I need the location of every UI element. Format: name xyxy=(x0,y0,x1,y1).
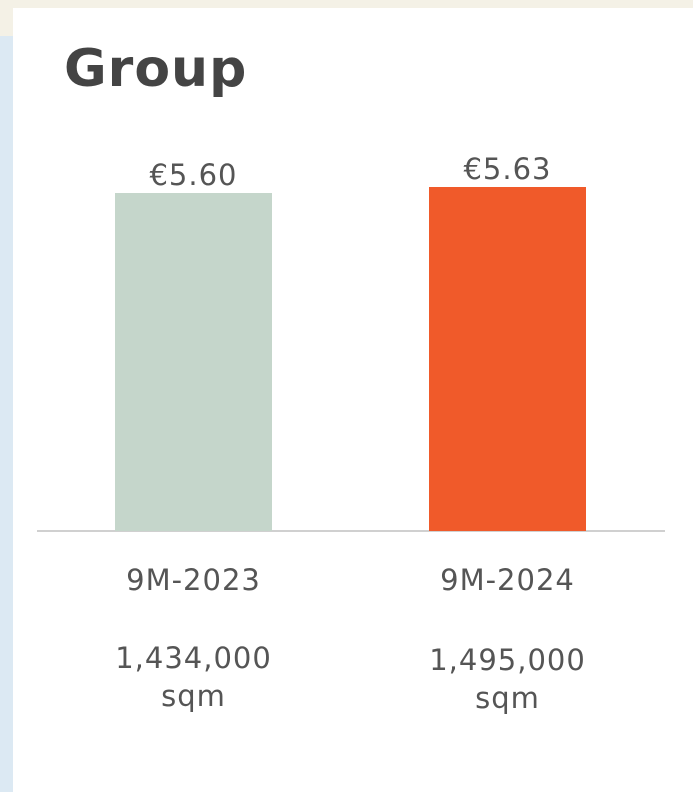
value-label: €5.60 xyxy=(149,158,237,192)
chart-title: Group xyxy=(64,39,247,99)
category-note: 1,434,000 xyxy=(115,641,272,675)
side-strip xyxy=(0,0,13,792)
category-note: 1,495,000 xyxy=(429,643,586,677)
category-note: sqm xyxy=(475,681,540,715)
x-tick-label: 9M-2024 xyxy=(440,563,575,597)
bar xyxy=(429,187,586,531)
bar xyxy=(115,193,272,531)
top-strip xyxy=(0,0,693,8)
value-label: €5.63 xyxy=(463,152,551,186)
x-tick-label: 9M-2023 xyxy=(126,563,261,597)
category-note: sqm xyxy=(161,679,226,713)
corner-strip xyxy=(0,0,13,36)
